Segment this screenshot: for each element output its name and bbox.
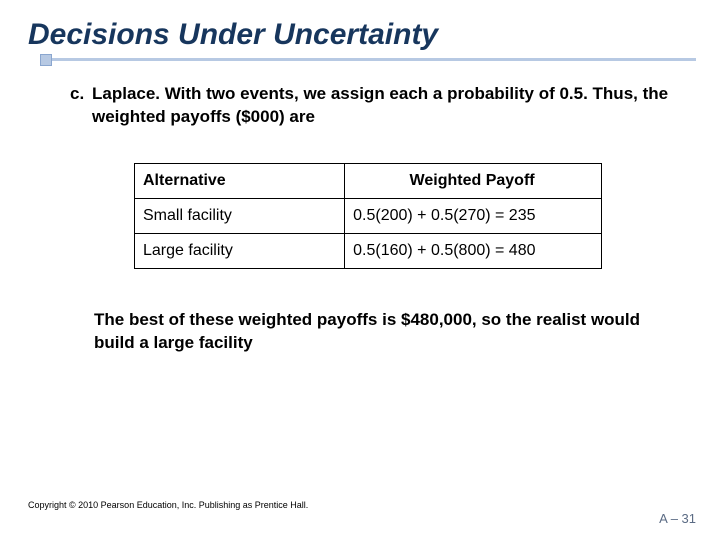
- slide-title: Decisions Under Uncertainty: [28, 18, 720, 52]
- table-header-row: Alternative Weighted Payoff: [135, 163, 602, 198]
- list-marker: c.: [70, 83, 92, 129]
- list-text: Laplace. With two events, we assign each…: [92, 83, 672, 129]
- table-row: Large facility 0.5(160) + 0.5(800) = 480: [135, 233, 602, 268]
- table-cell-payoff: 0.5(160) + 0.5(800) = 480: [345, 233, 602, 268]
- conclusion-text: The best of these weighted payoffs is $4…: [94, 309, 654, 355]
- title-area: Decisions Under Uncertainty: [0, 0, 720, 52]
- copyright-text: Copyright © 2010 Pearson Education, Inc.…: [28, 500, 308, 510]
- table-header-weighted-payoff: Weighted Payoff: [345, 163, 602, 198]
- rule-wrap: [0, 58, 720, 61]
- body-area: c. Laplace. With two events, we assign e…: [0, 61, 720, 355]
- page-number: A – 31: [659, 511, 696, 526]
- table-cell-alternative: Large facility: [135, 233, 345, 268]
- payoff-table: Alternative Weighted Payoff Small facili…: [134, 163, 602, 269]
- table-row: Small facility 0.5(200) + 0.5(270) = 235: [135, 198, 602, 233]
- slide: Decisions Under Uncertainty c. Laplace. …: [0, 0, 720, 540]
- table-cell-alternative: Small facility: [135, 198, 345, 233]
- table-cell-payoff: 0.5(200) + 0.5(270) = 235: [345, 198, 602, 233]
- list-item-c: c. Laplace. With two events, we assign e…: [70, 83, 672, 129]
- table-header-alternative: Alternative: [135, 163, 345, 198]
- payoff-table-wrap: Alternative Weighted Payoff Small facili…: [134, 163, 602, 269]
- horizontal-rule: [46, 58, 696, 61]
